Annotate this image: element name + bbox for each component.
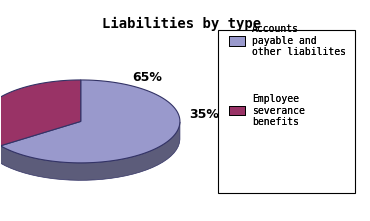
Polygon shape	[0, 122, 180, 180]
Bar	[229, 36, 245, 46]
Polygon shape	[0, 80, 81, 146]
Text: Employee
severance
benefits: Employee severance benefits	[252, 94, 305, 127]
Text: Accounts
payable and
other liabilites: Accounts payable and other liabilites	[252, 24, 346, 57]
Bar	[229, 106, 245, 115]
Polygon shape	[0, 80, 180, 163]
Text: 35%: 35%	[189, 108, 219, 121]
Text: Liabilities by type: Liabilities by type	[102, 17, 261, 31]
Text: Employee
severance
benefits: Employee severance benefits	[252, 94, 305, 127]
Bar	[229, 106, 245, 115]
Text: Accounts
payable and
other liabilites: Accounts payable and other liabilites	[252, 24, 346, 57]
Text: 65%: 65%	[132, 71, 162, 84]
Bar	[229, 36, 245, 46]
Bar	[218, 30, 355, 193]
